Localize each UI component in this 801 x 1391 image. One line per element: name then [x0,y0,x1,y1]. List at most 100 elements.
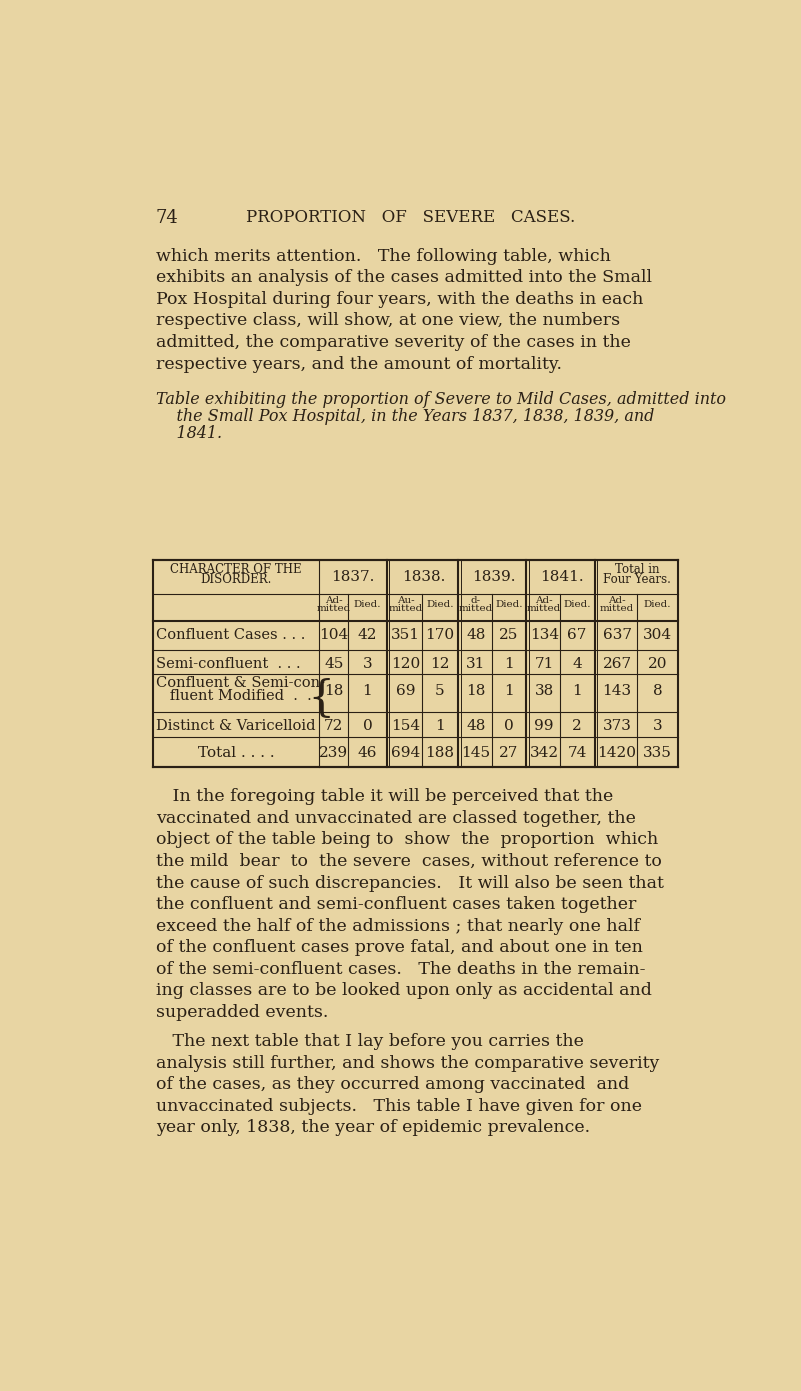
Text: 42: 42 [358,629,377,643]
Text: The next table that I lay before you carries the: The next table that I lay before you car… [156,1034,584,1050]
Text: 1841.: 1841. [156,424,222,442]
Text: Au-: Au- [396,595,414,605]
Text: Ad-: Ad- [325,595,343,605]
Text: Four Years.: Four Years. [603,573,671,587]
Text: Total . . . .: Total . . . . [198,746,275,759]
Text: 3: 3 [653,719,662,733]
Text: year only, 1838, the year of epidemic prevalence.: year only, 1838, the year of epidemic pr… [156,1120,590,1136]
Text: which merits attention.   The following table, which: which merits attention. The following ta… [156,248,611,264]
Text: vaccinated and unvaccinated are classed together, the: vaccinated and unvaccinated are classed … [156,810,636,826]
Text: the confluent and semi-confluent cases taken together: the confluent and semi-confluent cases t… [156,896,636,912]
Text: 373: 373 [602,719,631,733]
Text: 18: 18 [324,683,344,698]
Text: 1839.: 1839. [472,570,515,584]
Text: Total in: Total in [615,563,659,576]
Text: 143: 143 [602,683,632,698]
Text: 267: 267 [602,658,632,672]
Text: respective class, will show, at one view, the numbers: respective class, will show, at one view… [156,313,620,330]
Text: 74: 74 [567,746,587,759]
Text: 1837.: 1837. [332,570,375,584]
Text: of the confluent cases prove fatal, and about one in ten: of the confluent cases prove fatal, and … [156,939,642,956]
Text: superadded events.: superadded events. [156,1004,328,1021]
Text: 239: 239 [320,746,348,759]
Text: 46: 46 [358,746,377,759]
Text: 637: 637 [602,629,631,643]
Text: 67: 67 [567,629,587,643]
Text: respective years, and the amount of mortality.: respective years, and the amount of mort… [156,356,562,373]
Text: 694: 694 [391,746,420,759]
Text: the cause of such discrepancies.   It will also be seen that: the cause of such discrepancies. It will… [156,875,664,892]
Text: mitted: mitted [600,604,634,613]
Text: the mild  bear  to  the severe  cases, without reference to: the mild bear to the severe cases, witho… [156,853,662,869]
Text: 145: 145 [461,746,490,759]
Text: mitted: mitted [316,604,351,613]
Text: Table exhibiting the proportion of Severe to Mild Cases, admitted into: Table exhibiting the proportion of Sever… [156,391,726,408]
Text: 1841.: 1841. [540,570,583,584]
Text: 154: 154 [391,719,420,733]
Text: Died.: Died. [354,601,381,609]
Text: admitted, the comparative severity of the cases in the: admitted, the comparative severity of th… [156,334,631,351]
Text: 25: 25 [499,629,518,643]
Text: Semi-confluent  . . .: Semi-confluent . . . [156,658,300,672]
Text: unvaccinated subjects.   This table I have given for one: unvaccinated subjects. This table I have… [156,1097,642,1114]
Text: exhibits an analysis of the cases admitted into the Small: exhibits an analysis of the cases admitt… [156,270,652,287]
Text: of the cases, as they occurred among vaccinated  and: of the cases, as they occurred among vac… [156,1077,629,1093]
Text: mitted: mitted [459,604,493,613]
Text: 0: 0 [504,719,513,733]
Text: 351: 351 [391,629,420,643]
Text: Pox Hospital during four years, with the deaths in each: Pox Hospital during four years, with the… [156,291,643,307]
Text: 18: 18 [466,683,485,698]
Text: ing classes are to be looked upon only as accidental and: ing classes are to be looked upon only a… [156,982,652,999]
Text: 120: 120 [391,658,420,672]
Text: 71: 71 [534,658,553,672]
Text: 0: 0 [363,719,372,733]
Text: Confluent & Semi-con-: Confluent & Semi-con- [156,676,325,690]
Text: 27: 27 [499,746,518,759]
Text: DISORDER.: DISORDER. [200,573,272,587]
Text: 2: 2 [572,719,582,733]
Text: Died.: Died. [495,601,523,609]
Text: 12: 12 [430,658,449,672]
Text: PROPORTION   OF   SEVERE   CASES.: PROPORTION OF SEVERE CASES. [245,209,575,227]
Text: 74: 74 [156,209,179,227]
Text: 8: 8 [653,683,662,698]
Text: 1: 1 [363,683,372,698]
Text: Confluent Cases . . .: Confluent Cases . . . [156,629,305,643]
Text: 69: 69 [396,683,415,698]
Text: 1: 1 [504,658,513,672]
Text: object of the table being to  show  the  proportion  which: object of the table being to show the pr… [156,832,658,849]
Text: 104: 104 [319,629,348,643]
Text: 20: 20 [647,658,667,672]
Text: 1: 1 [572,683,582,698]
Text: 48: 48 [466,719,485,733]
Text: Ad-: Ad- [535,595,553,605]
Text: CHARACTER OF THE: CHARACTER OF THE [171,563,302,576]
Text: 134: 134 [529,629,559,643]
Text: 38: 38 [534,683,553,698]
Text: 72: 72 [324,719,344,733]
Text: 335: 335 [643,746,672,759]
Text: 4: 4 [572,658,582,672]
Text: Ad-: Ad- [608,595,626,605]
Text: d-: d- [471,595,481,605]
Text: 3: 3 [363,658,372,672]
Text: 1838.: 1838. [402,570,445,584]
Text: Distinct & Varicelloid: Distinct & Varicelloid [156,719,316,733]
Text: }: } [299,675,325,716]
Text: mitted: mitted [388,604,423,613]
Text: 1: 1 [504,683,513,698]
Text: fluent Modified  .  .: fluent Modified . . [156,689,312,702]
Text: 170: 170 [425,629,454,643]
Text: analysis still further, and shows the comparative severity: analysis still further, and shows the co… [156,1054,659,1071]
Text: Died.: Died. [643,601,671,609]
Text: exceed the half of the admissions ; that nearly one half: exceed the half of the admissions ; that… [156,918,640,935]
Text: Died.: Died. [426,601,453,609]
Text: In the foregoing table it will be perceived that the: In the foregoing table it will be percei… [156,789,614,805]
Text: 1420: 1420 [598,746,637,759]
Text: 1: 1 [435,719,445,733]
Text: 48: 48 [466,629,485,643]
Text: 31: 31 [466,658,485,672]
Text: 304: 304 [642,629,672,643]
Text: the Small Pox Hospital, in the Years 1837, 1838, 1839, and: the Small Pox Hospital, in the Years 183… [156,408,654,424]
Text: of the semi-confluent cases.   The deaths in the remain-: of the semi-confluent cases. The deaths … [156,961,646,978]
